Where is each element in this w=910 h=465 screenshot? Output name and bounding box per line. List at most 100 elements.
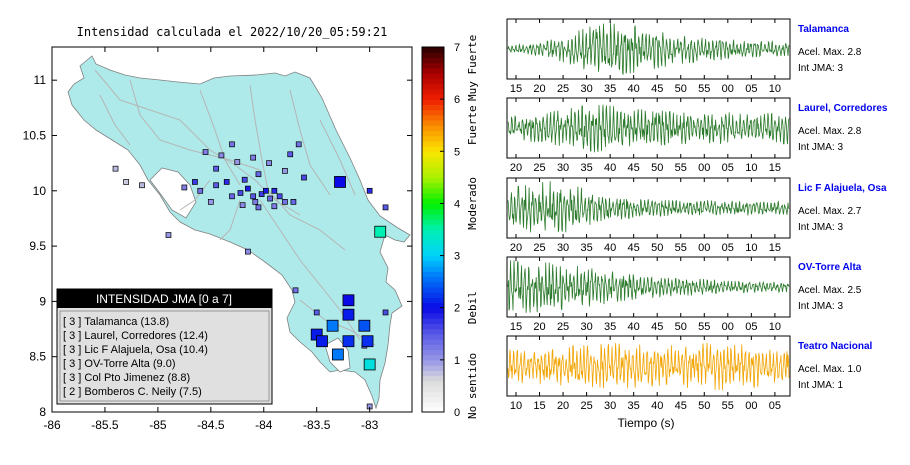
station-marker: [301, 174, 307, 181]
legend-header: INTENSIDAD JMA [0 a 7]: [96, 292, 232, 306]
time-tick-label: 40: [604, 162, 616, 174]
station-marker: [237, 190, 244, 196]
station-marker: [250, 154, 257, 161]
colorbar-segment: [422, 78, 444, 85]
colorbar-segment: [422, 297, 444, 304]
time-tick-label: 40: [628, 83, 640, 95]
colorbar-category-label: Debil: [466, 291, 479, 324]
colorbar-segment: [422, 344, 444, 351]
colorbar-segment: [422, 229, 444, 236]
time-tick-label: 30: [557, 242, 569, 254]
colorbar-segment: [422, 57, 444, 64]
station-marker-large: [331, 348, 344, 361]
colorbar-segment: [422, 52, 444, 59]
station-marker: [245, 248, 251, 255]
station-marker: [229, 141, 235, 148]
map-x-tick-label: -86: [43, 418, 61, 432]
colorbar-segment: [422, 104, 444, 111]
station-marker-large: [358, 319, 371, 332]
time-tick-label: 25: [533, 162, 545, 174]
station-marker-large: [316, 335, 328, 348]
station-name: Talamanca: [798, 24, 849, 35]
map-y-tick-label: 9: [39, 294, 46, 308]
colorbar-segment: [422, 380, 444, 387]
colorbar-segment: [422, 266, 444, 272]
time-tick-label: 30: [557, 162, 569, 174]
colorbar-segment: [422, 130, 444, 137]
time-tick-label: 40: [604, 242, 616, 254]
time-tick-label: 30: [580, 83, 592, 95]
legend-item: [ 2 ] Bomberos C. Neily (7.5): [63, 386, 202, 398]
colorbar-segment: [422, 172, 444, 178]
time-tick-label: 50: [651, 162, 663, 174]
map-x-tick-label: -84.5: [197, 418, 225, 432]
time-tick-label: 45: [628, 162, 640, 174]
time-tick-label: 45: [675, 400, 687, 412]
colorbar-segment: [422, 234, 444, 241]
colorbar-tick-label: 2: [454, 303, 460, 315]
map-y-tick-label: 11: [34, 73, 47, 87]
time-tick-label: 50: [698, 400, 710, 412]
station-marker: [213, 182, 219, 189]
colorbar-segment: [422, 177, 444, 184]
time-tick-label: 40: [628, 321, 640, 333]
station-marker: [139, 182, 145, 189]
time-tick-label: 15: [510, 83, 522, 95]
map-title: Intensidad calculada el 2022/10/20_05:59…: [77, 25, 388, 39]
legend-item: [ 3 ] Talamanca (13.8): [63, 316, 169, 328]
station-marker: [266, 160, 272, 166]
station-marker: [192, 179, 198, 185]
colorbar-segment: [422, 83, 444, 90]
colorbar-segment: [422, 109, 444, 116]
station-marker: [250, 193, 257, 200]
colorbar-category-label: No sentido: [466, 353, 479, 419]
colorbar-segment: [422, 114, 444, 121]
seismogram-panel: 20 25 30 35 40 45 50 55 00 05 10 15 Lic F Alajuela, …: [506, 177, 887, 254]
time-tick-label: 35: [604, 321, 616, 333]
colorbar-tick-label: 7: [454, 42, 460, 54]
time-tick-label: 15: [769, 242, 781, 254]
time-tick-label: 50: [675, 321, 687, 333]
station-marker-large: [326, 319, 339, 332]
accel-max-label: Acel. Max. 1.0: [798, 364, 862, 375]
station-marker: [252, 198, 259, 205]
accel-max-label: Acel. Max. 2.8: [798, 47, 862, 58]
seismogram-panel: 10 15 20 25 30 35 40 45 50 55 00 05 Teatro Nacional A…: [506, 335, 872, 412]
station-marker-large: [342, 294, 355, 307]
station-marker: [181, 184, 188, 191]
station-marker: [276, 193, 283, 200]
colorbar-category-label: Moderado: [466, 177, 479, 230]
time-tick-label: 00: [722, 321, 734, 333]
int-jma-label: Int JMA: 3: [798, 222, 843, 233]
colorbar-segment: [422, 365, 444, 371]
legend-item: [ 3 ] Col Pto Jimenez (8.8): [63, 372, 190, 384]
int-jma-label: Int JMA: 3: [798, 63, 843, 74]
time-tick-label: 50: [651, 242, 663, 254]
time-tick-label: 20: [510, 162, 522, 174]
colorbar-segment: [422, 166, 444, 173]
colorbar-segment: [422, 286, 444, 293]
map-y-tick-label: 8: [39, 405, 46, 419]
time-tick-label: 25: [557, 83, 569, 95]
time-tick-label: 25: [580, 400, 592, 412]
station-marker: [292, 287, 299, 294]
colorbar-segment: [422, 219, 444, 225]
colorbar-segment: [422, 208, 444, 215]
colorbar-segment: [422, 281, 444, 288]
colorbar-segment: [422, 307, 444, 314]
map-x-tick-label: -83.5: [303, 418, 331, 432]
station-name: Laurel, Corredores: [798, 103, 888, 114]
time-tick-label: 20: [557, 400, 569, 412]
time-tick-label: 10: [769, 83, 781, 95]
colorbar-segment: [422, 359, 444, 366]
time-tick-label: 45: [628, 242, 640, 254]
colorbar-segment: [422, 271, 444, 278]
station-marker: [218, 152, 225, 159]
time-tick-label: 00: [698, 162, 710, 174]
time-tick-label: 15: [533, 400, 545, 412]
time-tick-label: 35: [580, 162, 592, 174]
seismogram-panel: 15 20 25 30 35 40 45 50 55 00 05 10 OV-Torre Alta Ace…: [506, 256, 862, 333]
station-marker: [267, 195, 273, 202]
colorbar-segment: [422, 135, 444, 142]
station-marker-large: [361, 335, 374, 348]
